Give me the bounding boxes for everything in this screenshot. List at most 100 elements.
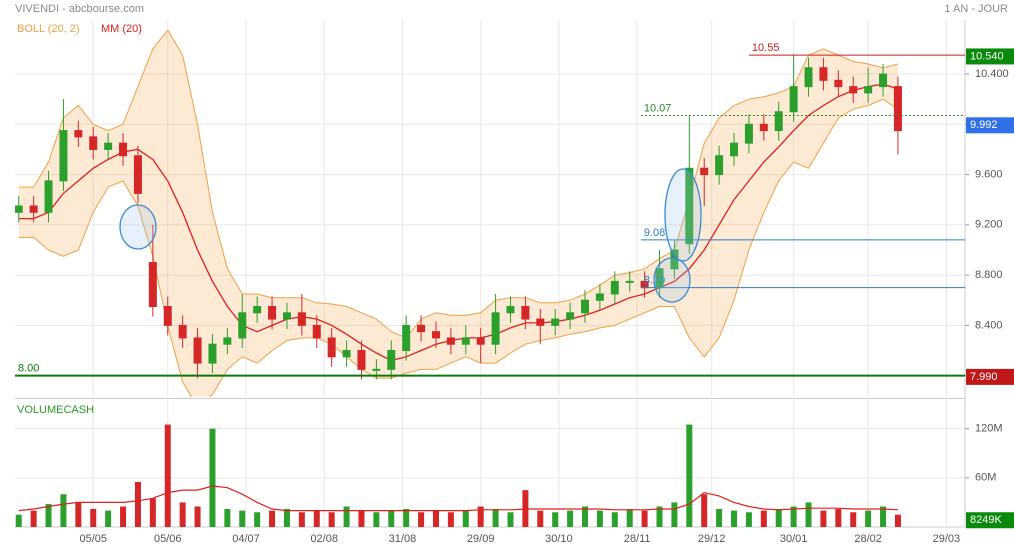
volume-bar: [90, 508, 97, 527]
candle-body: [610, 280, 619, 295]
candle-body: [759, 123, 768, 132]
y-tick-label: 120M: [975, 423, 1003, 435]
moving-average: [18, 83, 899, 362]
candle-body: [163, 306, 172, 326]
candle-body: [178, 324, 187, 339]
volume-bar: [209, 428, 216, 527]
price-box-label: 7.990: [970, 371, 998, 383]
volume-bar: [805, 502, 812, 527]
annotation-ellipse: [119, 204, 157, 250]
price-box: [966, 117, 1014, 134]
volume-bar: [328, 512, 335, 527]
candle-body: [193, 337, 202, 364]
candle-body: [357, 350, 366, 370]
volume-bar: [790, 506, 797, 527]
y-tick-label: 60M: [975, 472, 996, 484]
volume-bar: [701, 494, 708, 527]
volume-bar: [552, 512, 559, 527]
band-upper: [18, 29, 899, 339]
annotation-ellipse: [664, 168, 702, 262]
volume-bar: [269, 510, 276, 527]
volume-bar: [298, 512, 305, 527]
volume-bar: [45, 504, 52, 527]
x-tick-label: 31/08: [389, 533, 417, 545]
price-panel: [15, 29, 902, 397]
volume-bar: [224, 508, 231, 527]
x-tick-label: 29/03: [933, 533, 961, 545]
volume-bar: [567, 510, 574, 527]
volume-bar: [418, 512, 425, 527]
volume-bar: [582, 506, 588, 527]
legend-average: MM (20): [101, 23, 142, 35]
price-box: [966, 368, 1014, 385]
candle-body: [312, 324, 321, 339]
volume-bar: [388, 510, 395, 527]
annotation-ellipse: [653, 257, 691, 303]
volume-bar: [477, 506, 484, 527]
page-title: VIVENDI - abcbourse.com: [15, 3, 144, 15]
volume-bar: [447, 512, 454, 527]
candle-body: [372, 368, 381, 371]
x-tick-label: 04/07: [232, 533, 260, 545]
candle-body: [476, 337, 485, 345]
y-tick-label: 9.200: [975, 219, 1003, 231]
level-label: 9.08: [644, 227, 665, 239]
x-tick-label: 29/12: [698, 533, 726, 545]
candle-body: [804, 67, 813, 88]
x-tick-label: 05/06: [154, 533, 182, 545]
volume-bar: [686, 424, 693, 527]
volume-bar: [254, 512, 261, 527]
candle-body: [536, 318, 545, 326]
x-tick-label: 02/08: [310, 533, 338, 545]
x-tick-label: 28/11: [624, 533, 651, 545]
volume-bar: [179, 502, 186, 527]
volume-bar: [775, 508, 782, 527]
x-tick-label: 29/09: [467, 533, 495, 545]
candle-body: [834, 79, 843, 88]
candle-body: [238, 312, 247, 339]
candle-body: [625, 280, 634, 283]
candle-body: [551, 318, 560, 326]
candle-body: [581, 299, 589, 314]
volume-bar: [894, 514, 901, 527]
volume-bar: [194, 506, 201, 527]
y-tick-label: 8.400: [975, 319, 1003, 331]
candle-body: [849, 86, 858, 94]
x-tick-label: 05/05: [79, 533, 107, 545]
candle-body: [387, 350, 396, 370]
candle-body: [431, 331, 440, 339]
volume-bar: [60, 494, 67, 527]
legend-bands: BOLL (20, 2): [17, 23, 80, 35]
y-tick-label: 8.800: [975, 269, 1003, 281]
level-label: 8.00: [18, 363, 39, 375]
candle-body: [446, 337, 455, 345]
candle-body: [29, 205, 38, 213]
volume-bar: [373, 512, 380, 527]
volume-bar: [164, 424, 171, 527]
candle-body: [148, 262, 157, 308]
candle-body: [744, 123, 753, 144]
x-tick-label: 28/02: [854, 533, 882, 545]
candle-body: [74, 130, 83, 138]
volume-bar: [671, 502, 678, 527]
volume-bar: [880, 506, 887, 527]
volume-bar: [656, 506, 663, 527]
volume-box: [966, 512, 1014, 529]
volume-bar: [596, 510, 603, 527]
volume-bar: [283, 508, 290, 527]
candle-body: [59, 130, 68, 182]
volume-bar: [641, 510, 648, 527]
volume-bar: [15, 514, 22, 527]
candle-body: [15, 205, 23, 213]
volume-bar: [343, 506, 350, 527]
candle-body: [44, 180, 53, 213]
candle-body: [282, 312, 291, 320]
volume-bar: [745, 512, 752, 527]
candle-body: [521, 306, 530, 320]
band-area: [18, 30, 898, 397]
candle-body: [893, 86, 902, 132]
volume-bar: [865, 510, 872, 527]
volume-title: VOLUMECASH: [17, 404, 94, 416]
candle-body: [506, 306, 515, 314]
